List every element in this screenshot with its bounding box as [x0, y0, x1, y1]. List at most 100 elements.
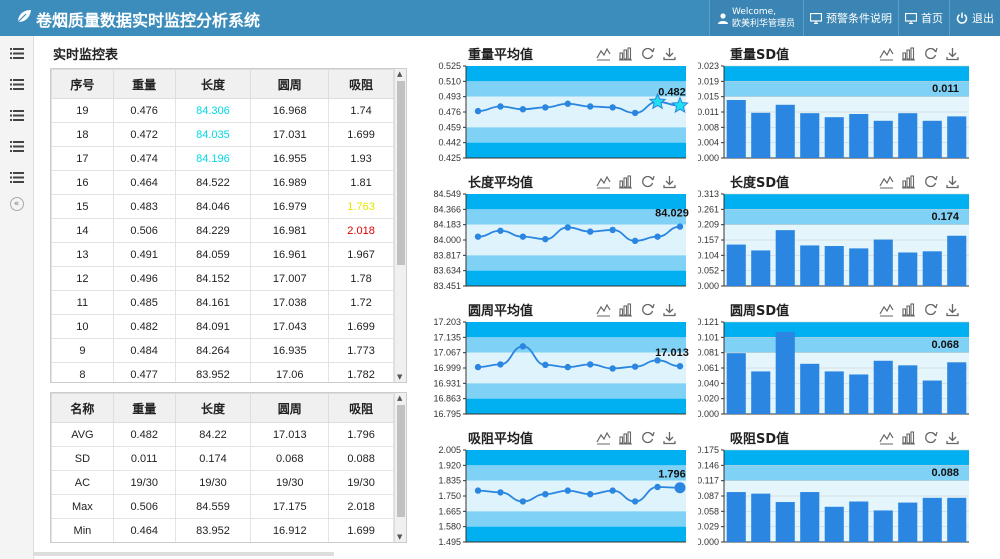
line-chart-icon[interactable]	[879, 430, 894, 445]
line-chart-icon[interactable]	[596, 46, 611, 61]
table-cell: 0.496	[112, 266, 176, 291]
table-cell: 0.011	[112, 446, 176, 471]
scrollbar-thumb[interactable]	[397, 81, 405, 265]
bar	[898, 502, 918, 542]
scrollbar-thumb[interactable]	[397, 405, 405, 517]
line-chart-icon[interactable]	[879, 174, 894, 189]
sidebar-menu-item-2[interactable]	[0, 69, 34, 100]
y-tick-label: 0.459	[438, 122, 461, 132]
bar-chart-icon[interactable]	[901, 430, 916, 445]
data-point	[609, 487, 616, 494]
refresh-icon[interactable]	[923, 302, 938, 317]
table-row[interactable]: 18 0.472 84.035 17.031 1.699	[51, 122, 394, 147]
table-row[interactable]: Max 0.506 84.559 17.175 2.018	[51, 494, 394, 519]
table-row[interactable]: 12 0.496 84.152 17.007 1.78	[51, 266, 394, 291]
bar-chart-icon[interactable]	[901, 302, 916, 317]
bar	[751, 493, 771, 542]
scroll-up-arrow-icon[interactable]: ▲	[397, 70, 403, 78]
data-point	[474, 487, 482, 494]
table-cell: 84.152	[174, 266, 252, 291]
table-row[interactable]: AVG 0.482 84.22 17.013 1.796	[51, 422, 394, 447]
table-row[interactable]: 8 0.477 83.952 17.06 1.782	[51, 362, 394, 382]
scroll-down-arrow-icon[interactable]: ▼	[397, 373, 403, 381]
table-row[interactable]: 14 0.506 84.229 16.981 2.018	[51, 218, 394, 243]
bar-chart-icon[interactable]	[618, 174, 633, 189]
horizontal-scrollbar[interactable]	[34, 552, 334, 556]
table-row[interactable]: 9 0.484 84.264 16.935 1.773	[51, 338, 394, 363]
refresh-icon[interactable]	[923, 46, 938, 61]
table-row[interactable]: 15 0.483 84.046 16.979 1.763	[51, 194, 394, 219]
download-icon[interactable]	[662, 302, 677, 317]
table-cell: 14	[51, 218, 114, 243]
sidebar-menu-item-3[interactable]	[0, 100, 34, 131]
user-menu[interactable]: Welcome, 欧美利华管理员	[708, 0, 803, 36]
stats-table-scrollbar[interactable]: ▲ ▼	[394, 393, 406, 542]
refresh-icon[interactable]	[640, 302, 655, 317]
sidebar-menu-item-1[interactable]	[0, 38, 34, 69]
y-tick-label: 0.087	[698, 491, 719, 501]
bar-chart-icon[interactable]	[618, 302, 633, 317]
table-cell: 0.482	[112, 422, 176, 447]
table-row[interactable]: SD 0.011 0.174 0.068 0.088	[51, 446, 394, 471]
logout-button[interactable]: 退出	[949, 0, 1000, 36]
data-point	[474, 107, 482, 115]
bar	[922, 497, 942, 542]
download-icon[interactable]	[945, 46, 960, 61]
line-chart-icon[interactable]	[596, 430, 611, 445]
line-chart-icon[interactable]	[596, 174, 611, 189]
y-tick-label: 0.146	[698, 460, 719, 470]
data-point	[631, 363, 639, 370]
refresh-icon[interactable]	[640, 46, 655, 61]
download-icon[interactable]	[662, 46, 677, 61]
sidebar-menu-item-4[interactable]	[0, 131, 34, 162]
list-icon	[10, 172, 24, 183]
data-point	[564, 487, 571, 494]
y-tick-label: 0.081	[698, 348, 719, 358]
bar-chart-icon[interactable]	[618, 46, 633, 61]
y-tick-label: 0.101	[698, 332, 719, 342]
table-row[interactable]: 17 0.474 84.196 16.955 1.93	[51, 146, 394, 171]
line-chart-icon[interactable]	[879, 46, 894, 61]
table-row[interactable]: 16 0.464 84.522 16.989 1.81	[51, 170, 394, 195]
download-icon[interactable]	[662, 430, 677, 445]
bar-chart-icon[interactable]	[901, 46, 916, 61]
scroll-up-arrow-icon[interactable]: ▲	[397, 394, 403, 402]
refresh-icon[interactable]	[640, 430, 655, 445]
chart-band	[724, 194, 969, 210]
y-tick-label: 16.863	[433, 394, 461, 404]
download-icon[interactable]	[945, 174, 960, 189]
table-cell: SD	[51, 446, 114, 471]
sidebar-menu-item-5[interactable]	[0, 162, 34, 193]
scroll-down-arrow-icon[interactable]: ▼	[397, 533, 403, 541]
table-row[interactable]: AC 19/30 19/30 19/30 19/30	[51, 470, 394, 495]
monitor-table-scrollbar[interactable]: ▲ ▼	[394, 69, 406, 382]
table-row[interactable]: Min 0.464 83.952 16.912 1.699	[51, 518, 394, 542]
download-icon[interactable]	[945, 302, 960, 317]
table-row[interactable]: 11 0.485 84.161 17.038 1.72	[51, 290, 394, 315]
warning-rules-button[interactable]: 预警条件说明	[803, 0, 898, 36]
power-icon	[956, 12, 968, 24]
sidebar-collapse-button[interactable]: «	[9, 197, 24, 211]
leaf-logo-icon	[17, 10, 31, 23]
line-chart-icon[interactable]	[879, 302, 894, 317]
bar-chart-icon[interactable]	[901, 174, 916, 189]
download-icon[interactable]	[945, 430, 960, 445]
bar-chart-icon[interactable]	[618, 430, 633, 445]
table-row[interactable]: 13 0.491 84.059 16.961 1.967	[51, 242, 394, 267]
table-row[interactable]: 19 0.476 84.306 16.968 1.74	[51, 98, 394, 123]
table-cell: 84.035	[174, 122, 252, 147]
desktop-icon	[905, 12, 917, 24]
refresh-icon[interactable]	[923, 174, 938, 189]
refresh-icon[interactable]	[640, 174, 655, 189]
home-button[interactable]: 首页	[898, 0, 949, 36]
table-row[interactable]: 10 0.482 84.091 17.043 1.699	[51, 314, 394, 339]
chart-band	[466, 450, 686, 466]
data-label: 0.068	[931, 339, 959, 351]
stats-header-3: 圆周	[250, 393, 330, 423]
table-cell: Max	[51, 494, 114, 519]
stats-table: 名称 重量 长度 圆周 吸阻 AVG 0.482 84.22 17.013 1.796 SD 0.0…	[51, 393, 394, 542]
refresh-icon[interactable]	[923, 430, 938, 445]
line-chart-icon[interactable]	[596, 302, 611, 317]
table-cell: 15	[51, 194, 114, 219]
download-icon[interactable]	[662, 174, 677, 189]
